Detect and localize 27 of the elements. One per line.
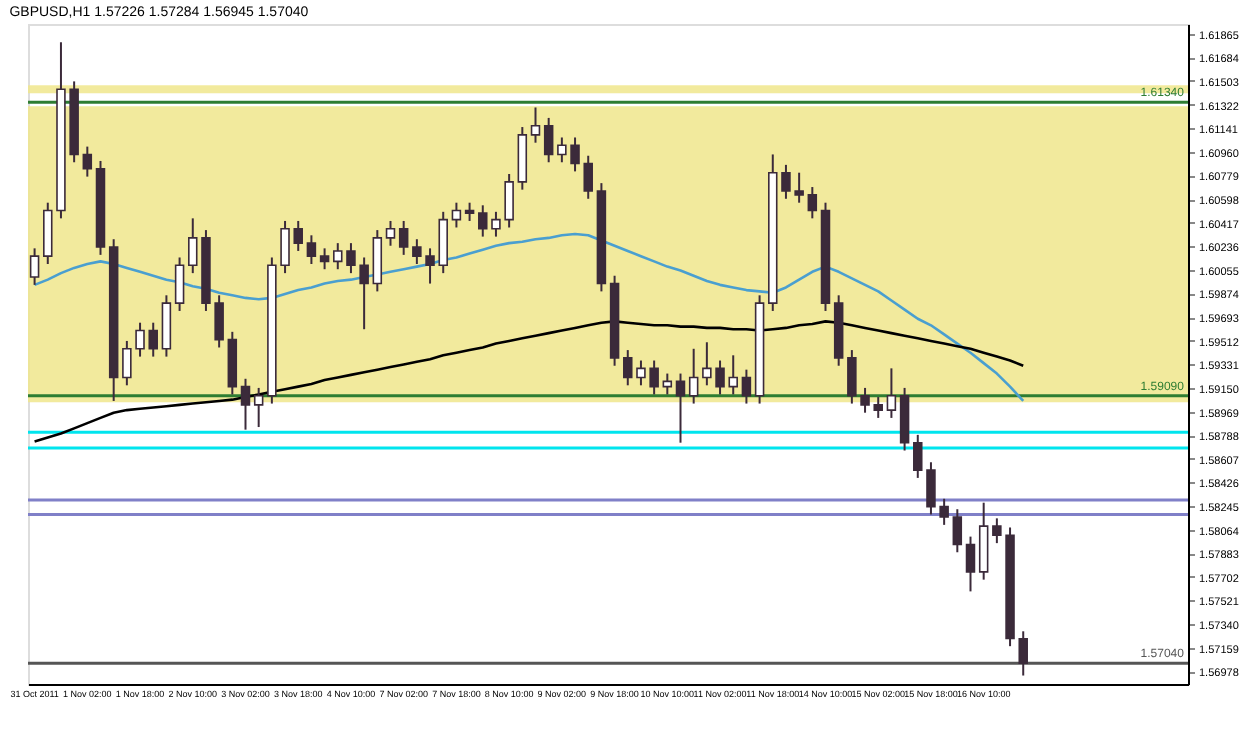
candlestick <box>807 186 818 220</box>
candlestick <box>517 126 528 191</box>
candlestick <box>372 229 383 293</box>
candlestick <box>319 247 330 271</box>
candlestick <box>174 256 185 312</box>
candlestick <box>161 294 172 358</box>
candlestick <box>978 501 989 581</box>
candlestick <box>741 368 752 405</box>
candlestick <box>82 145 93 178</box>
candlestick <box>886 367 897 419</box>
candlestick <box>543 116 554 164</box>
candlestick <box>952 508 963 554</box>
candlestick <box>899 386 910 452</box>
candlestick <box>306 234 317 265</box>
candlestick <box>530 106 541 144</box>
candlestick <box>398 219 409 256</box>
candlestick <box>29 247 40 286</box>
candlestick <box>253 386 264 429</box>
candlestick <box>385 219 396 247</box>
candlestick <box>240 377 251 431</box>
candlestick <box>451 201 462 229</box>
candlestick <box>965 535 976 593</box>
candlestick <box>688 347 699 405</box>
candlestick <box>464 201 475 222</box>
candlestick <box>675 372 686 444</box>
candlestick <box>227 330 238 396</box>
line-series <box>33 320 1025 443</box>
